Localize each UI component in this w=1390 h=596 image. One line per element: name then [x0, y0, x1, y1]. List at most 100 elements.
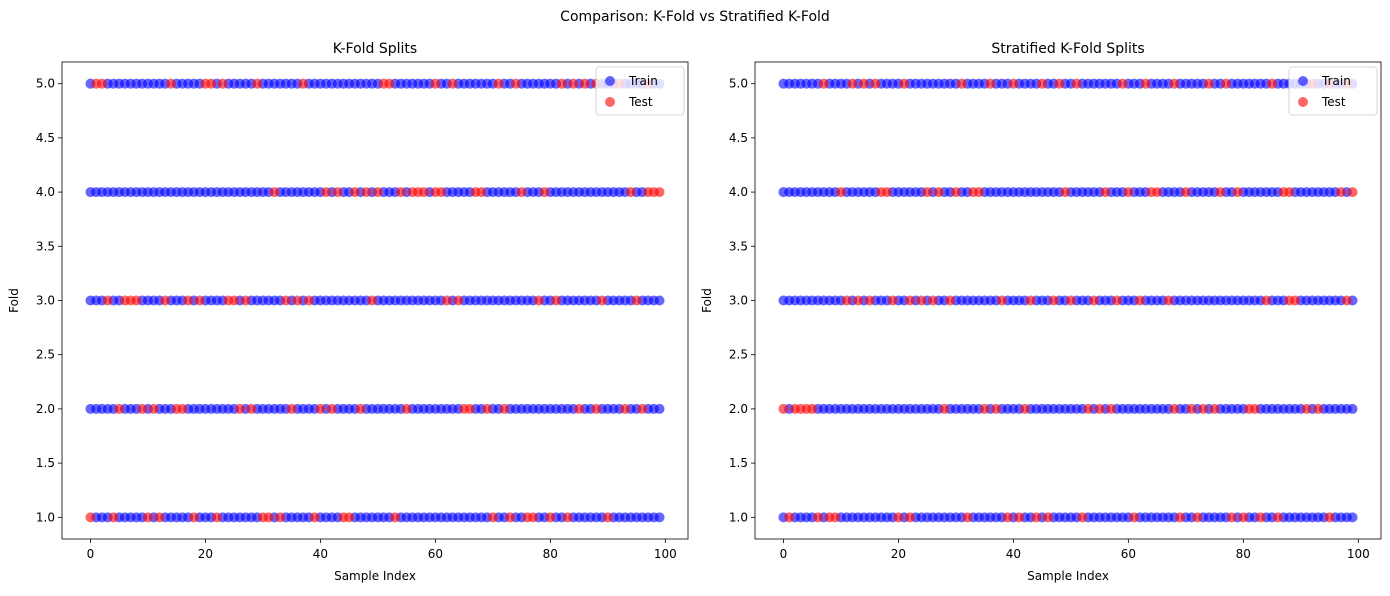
test-point	[505, 512, 516, 523]
test-point	[252, 78, 263, 89]
test-point	[361, 187, 372, 198]
legend-box	[1288, 66, 1378, 116]
y-tick-label: 3.5	[729, 239, 748, 253]
test-point	[280, 295, 291, 306]
test-point	[893, 512, 904, 523]
test-point	[973, 187, 984, 198]
y-tick-label: 1.5	[36, 456, 55, 470]
test-point	[96, 78, 107, 89]
y-tick-label: 3.5	[36, 239, 55, 253]
test-point	[1180, 187, 1191, 198]
test-point	[533, 295, 544, 306]
test-point	[562, 512, 573, 523]
subplot-title: K-Fold Splits	[333, 41, 417, 57]
y-tick-label: 4.5	[36, 131, 55, 145]
x-tick-label: 80	[1236, 547, 1251, 561]
legend-box	[595, 66, 685, 116]
test-point	[991, 403, 1002, 414]
test-point	[321, 187, 332, 198]
test-point	[355, 403, 366, 414]
test-point	[922, 187, 933, 198]
y-tick-label: 3.0	[36, 294, 55, 308]
test-point	[956, 78, 967, 89]
test-point	[1192, 512, 1203, 523]
test-point	[154, 512, 165, 523]
test-point	[1071, 78, 1082, 89]
test-point	[631, 295, 642, 306]
test-point	[269, 187, 280, 198]
test-point	[1123, 187, 1134, 198]
test-point	[1042, 512, 1053, 523]
y-tick-label: 4.5	[729, 131, 748, 145]
test-point	[1008, 78, 1019, 89]
test-point	[945, 295, 956, 306]
y-tick-label: 3.0	[729, 294, 748, 308]
test-point	[625, 187, 636, 198]
test-point	[384, 78, 395, 89]
test-point	[904, 295, 915, 306]
test-point	[1272, 512, 1283, 523]
test-point	[858, 78, 869, 89]
x-tick-label: 0	[87, 547, 95, 561]
test-point	[315, 403, 326, 414]
test-point	[131, 295, 142, 306]
test-point	[950, 187, 961, 198]
subplot-1: K-Fold Splits 0 20 40 60 80 100 1.0 1.5 2.0 2.5 3.0…	[7, 41, 689, 583]
test-point	[899, 78, 910, 89]
test-point	[933, 187, 944, 198]
subplot-title: Stratified K-Fold Splits	[991, 41, 1144, 57]
test-point	[539, 187, 550, 198]
test-point	[881, 187, 892, 198]
test-point	[904, 512, 915, 523]
test-point	[1169, 403, 1180, 414]
test-point	[401, 403, 412, 414]
test-point	[1249, 403, 1260, 414]
test-point	[229, 295, 240, 306]
test-point	[211, 512, 222, 523]
y-tick-label: 2.0	[729, 402, 748, 416]
test-point	[476, 187, 487, 198]
test-point	[1163, 295, 1174, 306]
scatter-points	[85, 78, 665, 523]
test-point	[326, 403, 337, 414]
test-point	[939, 403, 950, 414]
test-point	[979, 403, 990, 414]
test-point	[1111, 295, 1122, 306]
test-point	[545, 512, 556, 523]
test-point	[188, 512, 199, 523]
test-point	[430, 78, 441, 89]
legend-train-marker	[605, 76, 615, 86]
test-point	[1255, 512, 1266, 523]
test-point	[1186, 403, 1197, 414]
test-point	[841, 295, 852, 306]
test-point	[784, 512, 795, 523]
test-point	[1221, 78, 1232, 89]
test-point	[620, 403, 631, 414]
x-tick-label: 20	[198, 547, 213, 561]
test-point	[234, 403, 245, 414]
x-tick-label: 80	[543, 547, 558, 561]
test-point	[275, 512, 286, 523]
test-point	[556, 78, 567, 89]
x-tick-label: 0	[780, 547, 788, 561]
test-point	[516, 187, 527, 198]
test-point	[1037, 78, 1048, 89]
legend-label: Train	[628, 74, 658, 88]
y-tick-label: 2.0	[36, 402, 55, 416]
test-point	[246, 403, 257, 414]
test-point	[602, 512, 613, 523]
test-point	[1238, 512, 1249, 523]
test-point	[1134, 295, 1145, 306]
test-point	[574, 403, 585, 414]
test-point	[579, 78, 590, 89]
x-tick-label: 40	[313, 547, 328, 561]
test-point	[996, 295, 1007, 306]
test-point	[332, 187, 343, 198]
legend-label: Test	[628, 95, 653, 109]
test-point	[853, 295, 864, 306]
test-point	[292, 295, 303, 306]
test-point	[1301, 403, 1312, 414]
test-point	[1129, 512, 1140, 523]
y-tick-label: 4.0	[729, 185, 748, 199]
